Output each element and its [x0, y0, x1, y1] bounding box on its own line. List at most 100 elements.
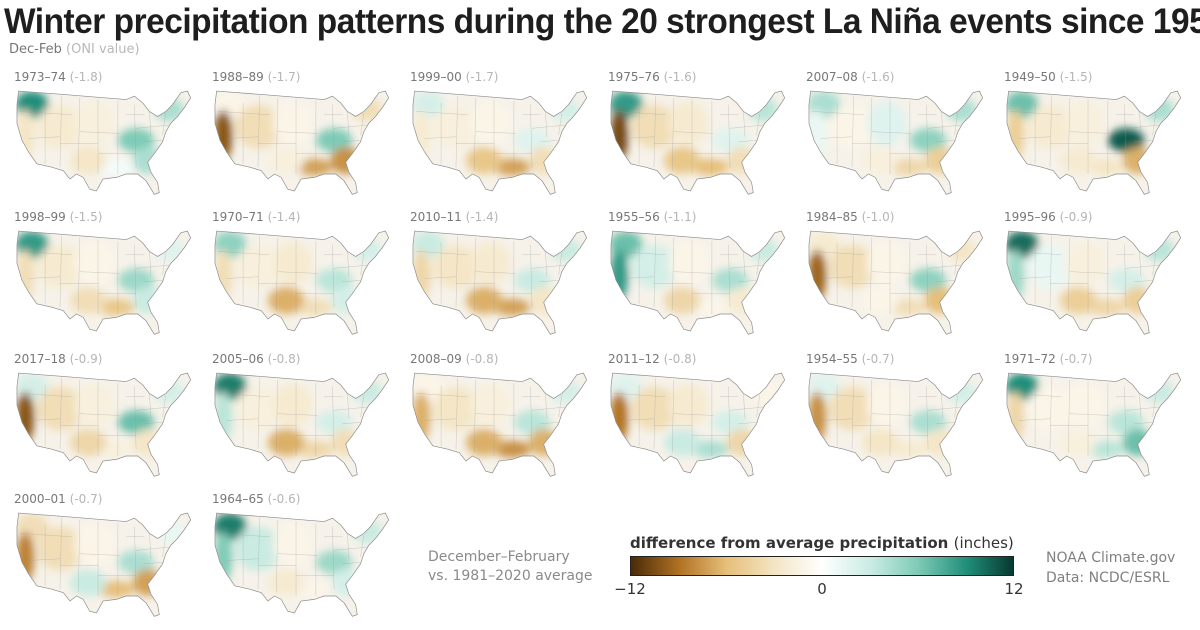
anomaly-region-northeast	[748, 379, 779, 404]
anomaly-region-texas	[465, 428, 503, 456]
state-border	[79, 271, 120, 274]
state-border	[812, 393, 864, 397]
us-outline	[412, 90, 588, 195]
state-border	[360, 395, 365, 418]
anomaly-region-texas	[1059, 146, 1097, 174]
state-border	[257, 378, 260, 450]
anomaly-region-ohio-valley	[117, 550, 155, 574]
anomaly-region-ca	[16, 531, 35, 583]
state-border	[871, 413, 912, 416]
us-outline	[16, 372, 192, 477]
state-border	[257, 518, 260, 590]
map-panel: 2008–09 (-0.8)	[406, 352, 594, 490]
us-precip-map	[214, 90, 390, 195]
us-outline	[214, 372, 390, 477]
state-border	[653, 96, 656, 168]
us-precip-map	[412, 230, 588, 335]
state-border	[614, 393, 666, 397]
state-border	[1018, 136, 1050, 139]
state-border	[730, 406, 765, 411]
anomaly-region-northeast	[1144, 97, 1175, 122]
anomaly-region-southeast	[726, 146, 757, 174]
map-panel: 1988–89 (-1.7)	[208, 70, 396, 208]
anomaly-region-plains	[866, 241, 907, 286]
panel-label: 2011–12 (-0.8)	[608, 352, 696, 366]
us-outline	[214, 90, 390, 195]
us-outline	[214, 512, 390, 617]
us-outline	[1006, 230, 1182, 335]
state-border	[162, 113, 167, 136]
anomaly-region-southeast	[330, 568, 361, 596]
panel-label: 1955–56 (-1.1)	[608, 210, 696, 224]
us-outline	[808, 90, 984, 195]
anomaly-region-texas	[465, 146, 503, 174]
us-precip-map	[214, 512, 390, 617]
state-border	[673, 413, 714, 416]
state-border	[20, 251, 72, 255]
anomaly-region-northeast	[550, 237, 581, 262]
us-precip-map	[214, 372, 390, 477]
state-border	[473, 379, 477, 453]
state-border	[473, 237, 477, 311]
state-border	[1018, 276, 1050, 279]
panel-label: 1995–96 (-0.9)	[1004, 210, 1092, 224]
panel-oni-value: (-1.8)	[69, 70, 103, 84]
anomaly-region-northeast	[1144, 237, 1175, 262]
state-border	[545, 109, 548, 137]
anomaly-region-ohio-valley	[315, 268, 353, 292]
state-border	[869, 379, 873, 453]
state-border	[416, 393, 468, 397]
anomaly-region-texas	[663, 146, 701, 174]
state-border	[671, 97, 675, 171]
state-border	[532, 406, 567, 411]
state-border	[1152, 113, 1157, 136]
legend-color-ramp	[630, 556, 1014, 576]
anomaly-region-southeast	[1122, 146, 1153, 174]
state-border	[545, 391, 548, 419]
anomaly-region-plains	[272, 101, 313, 146]
anomaly-region-ca	[808, 249, 827, 301]
state-border	[162, 253, 167, 276]
state-border	[334, 406, 369, 411]
state-border	[728, 386, 731, 450]
anomaly-region-ca	[610, 249, 629, 301]
anomaly-region-southeast	[132, 568, 163, 596]
state-border	[455, 236, 458, 308]
state-border	[79, 131, 120, 134]
state-border	[277, 553, 318, 556]
anomaly-region-plains	[74, 241, 115, 286]
state-border	[1126, 124, 1161, 129]
us-outline	[808, 230, 984, 335]
panel-years: 1975–76	[608, 70, 660, 84]
panel-oni-value: (-1.7)	[465, 70, 499, 84]
state-border	[941, 249, 944, 277]
panel-label: 1998–99 (-1.5)	[14, 210, 102, 224]
anomaly-region-texas	[861, 428, 899, 456]
state-border	[59, 378, 62, 450]
anomaly-region-plains	[74, 101, 115, 146]
state-border	[162, 395, 167, 418]
panel-oni-value: (-0.6)	[267, 492, 301, 506]
anomaly-region-texas	[465, 286, 503, 314]
state-border	[756, 253, 761, 276]
anomaly-region-gulf-coast	[296, 580, 333, 598]
anomaly-region-southeast	[924, 428, 955, 456]
panel-years: 1954–55	[806, 352, 858, 366]
state-border	[1049, 378, 1052, 450]
anomaly-region-west	[432, 386, 480, 431]
panel-label: 1975–76 (-1.6)	[608, 70, 696, 84]
state-border	[277, 413, 318, 416]
anomaly-region-ohio-valley	[513, 410, 551, 434]
state-border	[424, 136, 456, 139]
anomaly-region-texas	[69, 568, 107, 596]
state-border	[347, 391, 350, 419]
map-panel: 2010–11 (-1.4)	[406, 210, 594, 348]
state-border	[455, 378, 458, 450]
anomaly-region-plains	[1064, 383, 1105, 428]
panel-years: 1988–89	[212, 70, 264, 84]
map-panel: 1964–65 (-0.6)	[208, 492, 396, 630]
us-outline	[214, 230, 390, 335]
state-border	[730, 124, 765, 129]
state-border	[1069, 271, 1110, 274]
